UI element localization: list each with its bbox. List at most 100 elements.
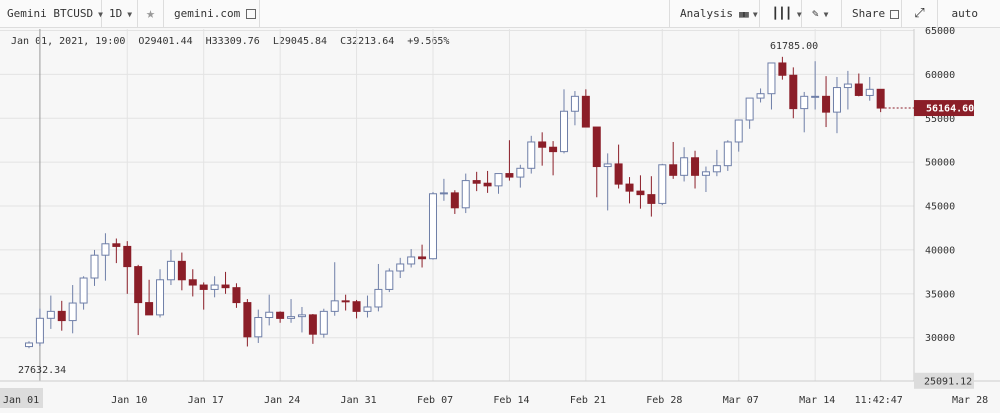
chevron-down-icon: ▼ [127,10,133,19]
fullscreen-icon[interactable]: ⤢ [902,0,938,27]
x-tick-label: 11:42:47 [855,395,903,406]
y-tick-label: 50000 [925,158,955,169]
candle-body [625,183,634,192]
crosshair-date-box [0,388,43,408]
candle-body [832,87,841,113]
indicators-icon: ▦▦ [738,10,749,20]
candle-body [330,300,339,312]
candle-body [374,288,383,308]
share-button[interactable]: Share [842,0,902,27]
y-tick-label: 30000 [925,333,955,344]
candle-body [341,300,350,303]
ohlc-legend: Jan 01, 2021, 19:00 O29401.44 H33309.76 … [11,36,456,47]
candle-body [680,157,689,176]
exchange-link[interactable]: gemini.com [164,0,260,27]
interval-selector[interactable]: 1D ▼ [102,0,138,27]
share-icon [890,9,900,19]
last-price-tag [914,100,974,117]
candle-body [439,192,448,195]
candle-body [123,245,132,268]
x-tick-label: Jan 01 [3,395,39,406]
candle-body [156,279,165,316]
candle-body [297,314,306,318]
candle-body [450,192,459,209]
candle-body [287,316,296,319]
candle-body [57,310,66,322]
candle-body [614,163,623,185]
candle-body [243,302,252,338]
candlestick-icon: ┃┃┃ [772,7,792,20]
legend-date: Jan 01, 2021, 19:00 [11,36,126,47]
x-tick-label: Jan 31 [341,395,377,406]
candle-body [166,260,175,281]
chevron-down-icon: ▼ [823,10,829,19]
candle-body [68,302,77,322]
candle-body [854,83,863,96]
analysis-label: Analysis [680,7,733,20]
pencil-icon: ✎ [812,7,819,20]
candle-body [101,243,110,256]
candle-body [308,314,317,335]
toolbar: Gemini BTCUSD ▼ 1D ▼ ★ gemini.com Analysis… [0,0,1000,28]
candle-body [352,301,361,312]
candle-body [734,119,743,143]
candle-body [549,146,558,153]
candle-body [701,171,710,176]
candle-body [145,302,154,316]
chevron-down-icon: ▼ [796,10,802,19]
last-price-label: 56164.60 [926,104,974,115]
drawing-tools-button[interactable]: ✎ ▼ [802,0,842,27]
chevron-down-icon: ▼ [752,10,758,19]
candle-body [647,194,656,204]
candle-body [221,284,230,289]
chart-type-button[interactable]: ┃┃┃ ▼ [760,0,802,27]
candle-body [811,95,820,98]
exchange-url: gemini.com [174,7,241,20]
x-tick-label: Jan 10 [111,395,147,406]
crosshair-price-box [914,372,974,389]
candle-body [46,310,55,319]
external-link-icon [246,9,257,19]
candle-body [527,141,536,169]
candle-body [254,317,263,338]
candle-body [418,256,427,260]
y-tick-label: 45000 [925,202,955,213]
star-icon[interactable]: ★ [138,0,164,27]
autoscale-toggle[interactable]: auto [938,0,1000,27]
x-tick-label: Feb 21 [570,395,606,406]
candle-body [188,279,197,286]
candle-body [112,243,121,247]
candle-body [603,163,612,168]
candle-body [79,277,88,304]
candle-body [363,306,372,312]
candle-body [276,311,285,319]
symbol-selector[interactable]: Gemini BTCUSD ▼ [0,0,103,27]
x-tick-label: Jan 24 [264,395,300,406]
candle-body [876,88,885,109]
candle-body [407,256,416,265]
legend-close: C32213.64 [340,36,395,47]
candle-body [745,97,754,121]
candle-body [385,270,394,290]
analysis-button[interactable]: Analysis ▦▦ ▼ [669,0,760,27]
x-tick-label: Mar 07 [723,395,759,406]
autoscale-label: auto [951,7,979,20]
x-tick-label: Mar 28 [952,395,988,406]
candle-body [789,74,798,110]
crosshair-price-label: 25091.12 [924,376,972,387]
share-label: Share [852,7,886,20]
legend-change: +9.565% [407,36,450,47]
x-tick-label: Jan 17 [188,395,224,406]
x-tick-label: Feb 07 [417,395,453,406]
y-tick-label: 35000 [925,289,955,300]
legend-low: L29045.84 [272,36,328,47]
candle-body [865,88,874,96]
candle-body [570,95,579,112]
candle-body [177,260,186,281]
candle-body [90,254,99,279]
y-tick-label: 60000 [925,70,955,81]
candle-body [767,62,776,95]
candle-body [843,83,852,89]
candle-body [505,173,514,178]
